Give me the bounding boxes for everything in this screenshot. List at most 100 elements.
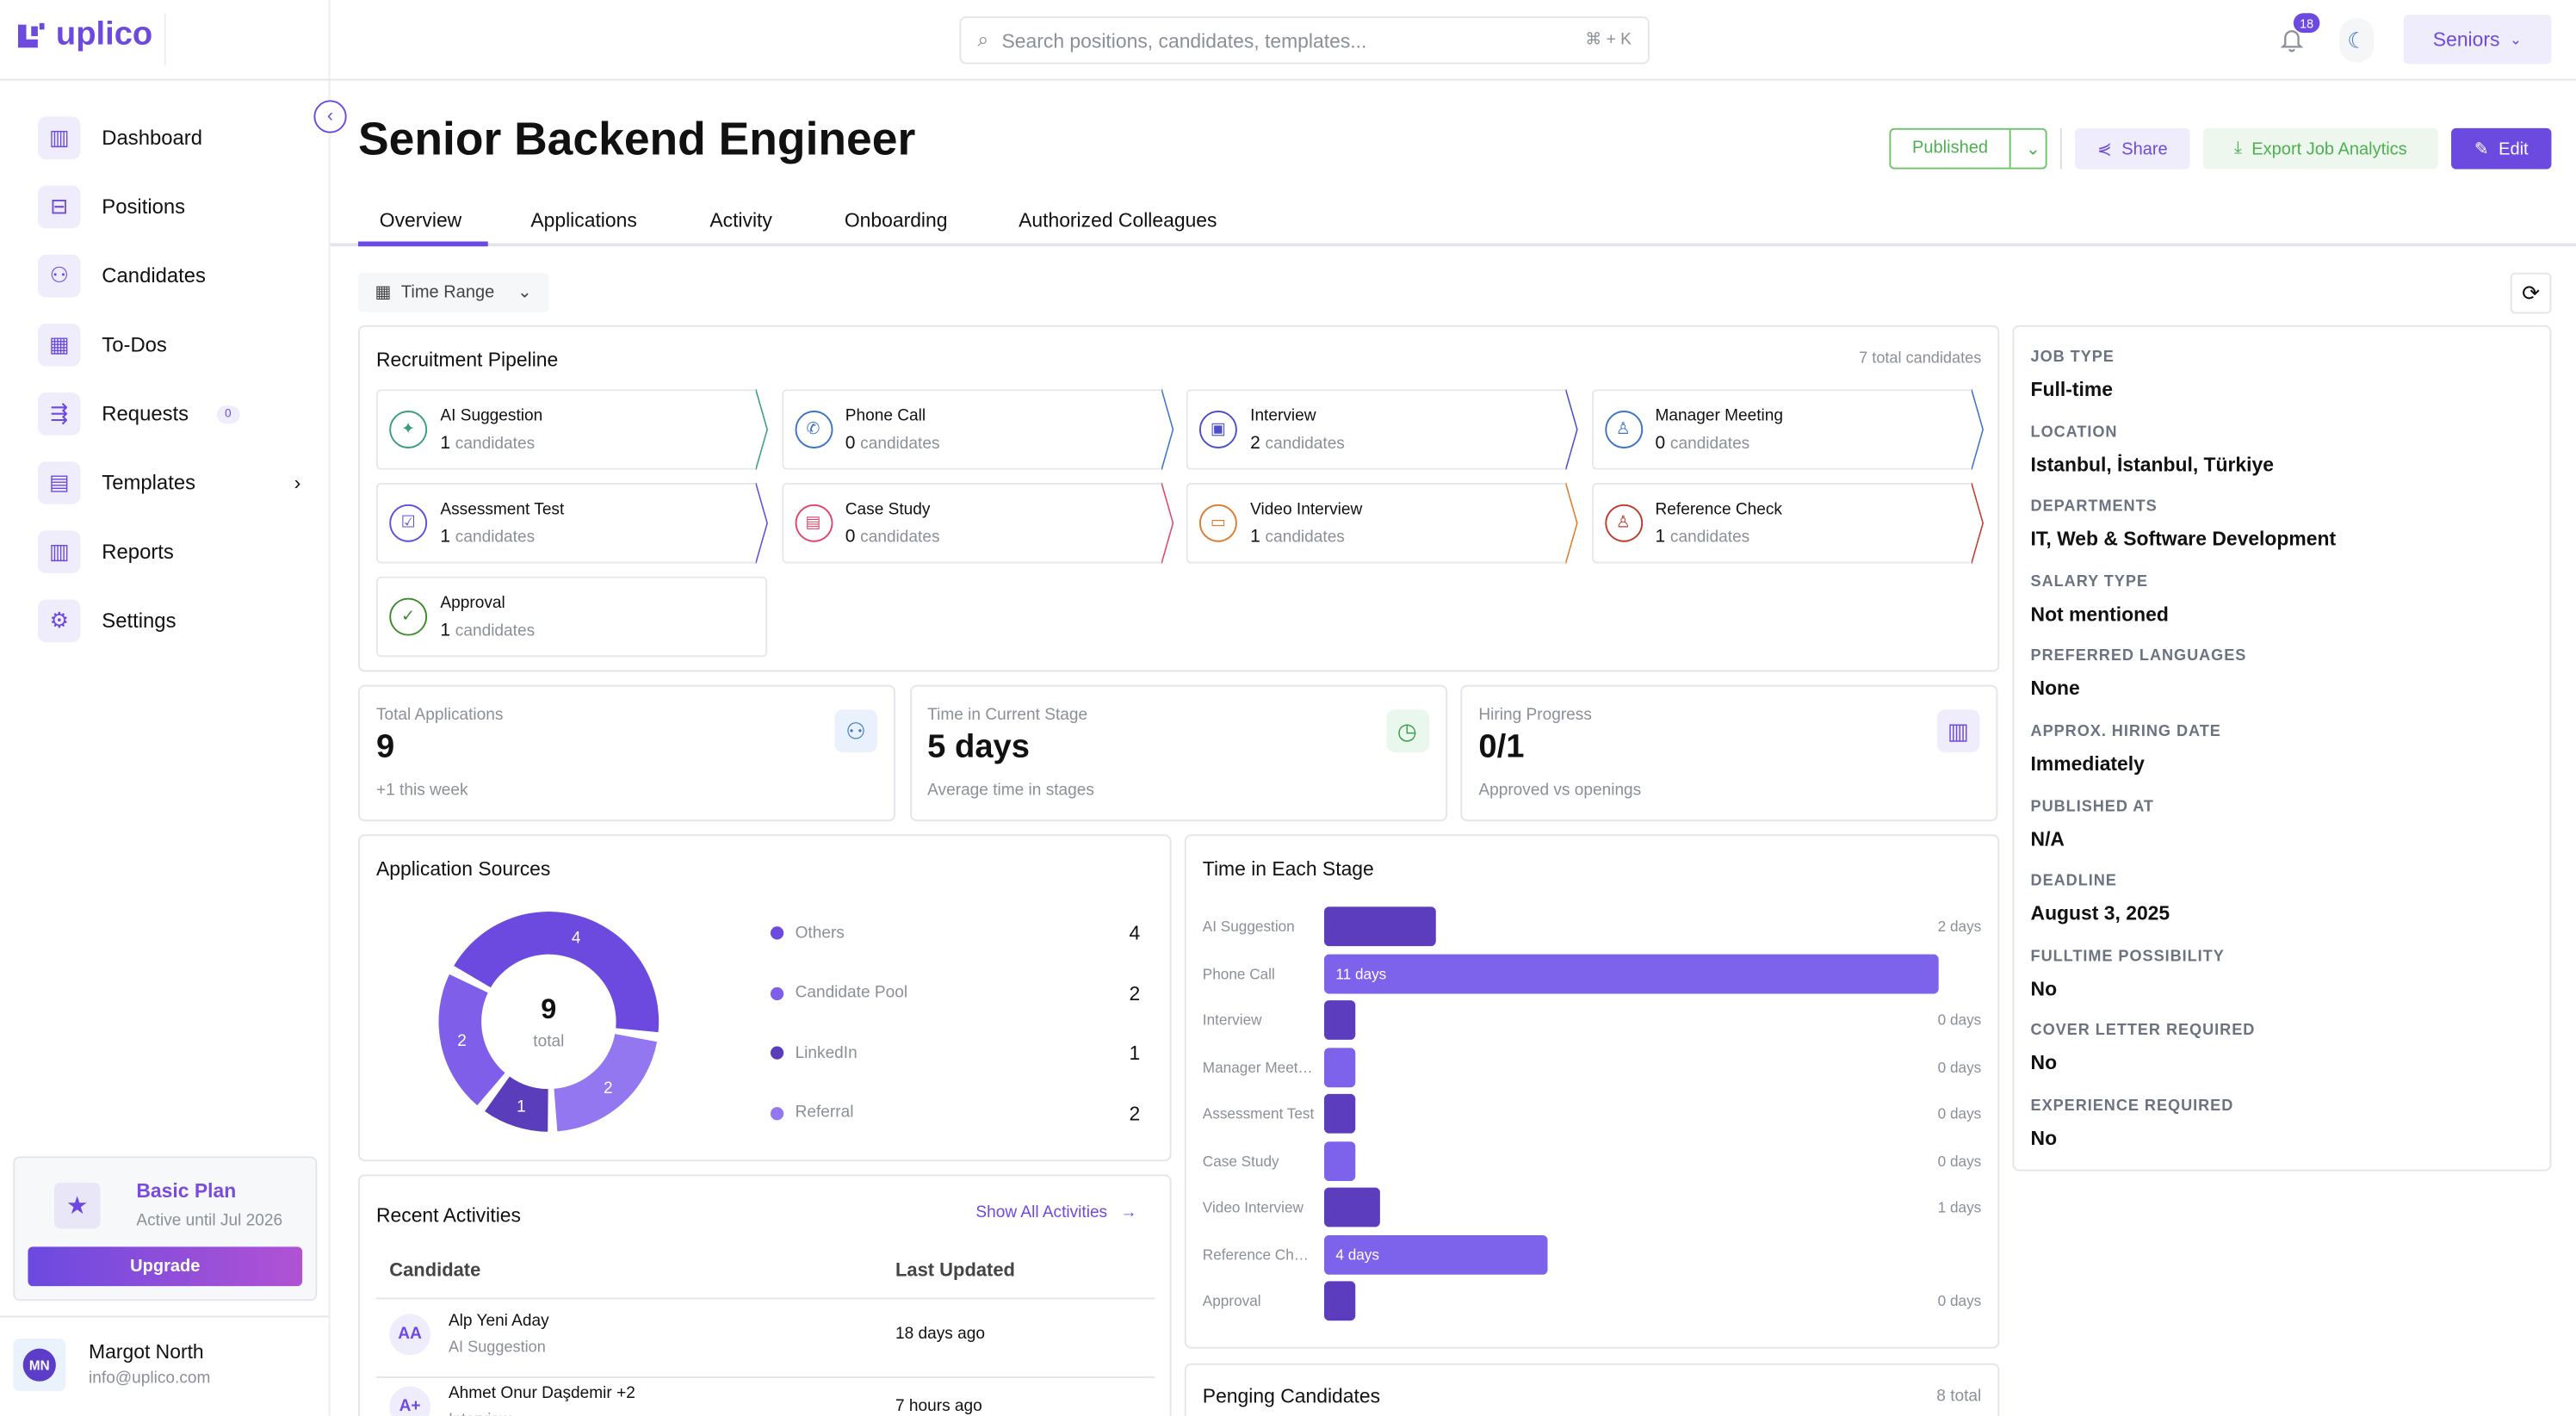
stat-value: 9	[375, 729, 395, 766]
stage-count: 1 candidates	[440, 528, 535, 547]
stage-count-value: 0	[845, 433, 856, 454]
bar[interactable]	[1324, 1000, 1356, 1040]
bar[interactable]: 4 days	[1324, 1234, 1548, 1274]
stat-card: Total Applications 9 +1 this week ⚇	[357, 684, 895, 822]
edit-button[interactable]: ✎ Edit	[2451, 127, 2552, 170]
tab-applications[interactable]: Applications	[530, 208, 637, 232]
time-in-stage-card: Time in Each Stage AI Suggestion 2 days Ph…	[1184, 834, 2000, 1349]
sidebar-item-to-dos[interactable]: ▦ To-Dos	[37, 323, 300, 367]
status-dropdown[interactable]: Published ⌄	[1889, 127, 2047, 170]
sidebar-item-label: Candidates	[102, 264, 207, 288]
chevron-down-icon: ⌄	[2509, 30, 2523, 47]
bar[interactable]: 11 days	[1324, 953, 1939, 993]
donut-slice-linkedin[interactable]	[485, 1076, 548, 1132]
detail-value: Immediately	[2030, 751, 2145, 776]
search-input[interactable]: ⌕ Search positions, candidates, template…	[959, 16, 1650, 65]
bar-value-label: 0 days	[1937, 1152, 1982, 1169]
bar[interactable]	[1324, 1093, 1356, 1134]
stage-card	[1186, 483, 1568, 564]
pipeline-stage[interactable]: ✓ Approval 1 candidates	[375, 576, 768, 658]
upgrade-button[interactable]: Upgrade	[28, 1246, 303, 1287]
detail-value: None	[2030, 677, 2080, 701]
pipeline-stage[interactable]: ✆ Phone Call 0 candidates	[781, 389, 1173, 470]
bar-category-label: Assessment Test	[1202, 1105, 1315, 1122]
gear-icon: ⚙	[37, 599, 81, 643]
stat-card: Hiring Progress 0/1 Approved vs openings ▥	[1460, 684, 1998, 822]
tab-onboarding[interactable]: Onboarding	[844, 208, 948, 232]
pipeline-stage[interactable]: ▣ Interview 2 candidates	[1186, 389, 1578, 470]
bar[interactable]	[1324, 1281, 1356, 1321]
divider	[375, 1297, 1155, 1300]
table-row[interactable]: A+ Ahmet Onur Daşdemir +2 Interview 7 hours…	[376, 1379, 1155, 1416]
time-range-dropdown[interactable]: ▦ Time Range ⌄	[357, 272, 549, 312]
stage-icon: ▭	[1198, 504, 1237, 542]
pipeline-stage[interactable]: ☑ Assessment Test 1 candidates	[375, 483, 768, 564]
workspace-selector[interactable]: Seniors ⌄	[2403, 15, 2552, 65]
pipeline-stage[interactable]: ▤ Case Study 0 candidates	[781, 483, 1173, 564]
sidebar-item-candidates[interactable]: ⚇ Candidates	[37, 254, 300, 298]
bar[interactable]	[1324, 1187, 1380, 1227]
bar-chart-icon: ▥	[37, 116, 81, 160]
chevron-down-icon[interactable]: ⌄	[2025, 139, 2040, 159]
bar[interactable]	[1324, 1047, 1356, 1087]
stage-arrow	[1161, 483, 1173, 564]
divider	[164, 13, 166, 66]
sidebar-item-dashboard[interactable]: ▥ Dashboard	[37, 116, 300, 160]
chevron-right-icon[interactable]: ›	[294, 471, 301, 495]
logo[interactable]: uplico	[16, 16, 152, 54]
bar-value-label: 11 days	[1335, 965, 1387, 982]
tab-activity[interactable]: Activity	[709, 208, 772, 232]
sidebar-item-positions[interactable]: ⊟ Positions	[37, 185, 300, 229]
moon-icon[interactable]: ☾	[2339, 17, 2375, 63]
pipeline-total: 7 total candidates	[1859, 349, 1982, 368]
sidebar-item-requests[interactable]: ⇶ Requests 0	[37, 393, 300, 436]
sidebar-item-settings[interactable]: ⚙ Settings	[37, 599, 300, 643]
tab-authorized-colleagues[interactable]: Authorized Colleagues	[1019, 208, 1217, 232]
legend-item: Referral 2	[770, 1101, 1140, 1124]
search-placeholder: Search positions, candidates, templates.…	[1001, 28, 1367, 53]
bell-icon[interactable]	[2280, 27, 2304, 53]
detail-label: JOB TYPE	[2030, 348, 2115, 367]
donut-slice-candidate-pool[interactable]	[438, 974, 505, 1106]
stage-count-value: 1	[440, 621, 451, 641]
stage-card	[1591, 483, 1972, 564]
time-range-label: Time Range	[400, 282, 495, 303]
bar[interactable]	[1324, 906, 1436, 947]
sidebar-item-reports[interactable]: ▥ Reports	[37, 530, 300, 573]
donut-total: 9	[541, 993, 557, 1025]
stage-card	[1591, 389, 1972, 470]
avatar[interactable]: MN	[13, 1339, 66, 1392]
refresh-button[interactable]: ⟳	[2510, 272, 2552, 314]
requests-count-badge: 0	[216, 405, 240, 424]
stat-label: Hiring Progress	[1478, 706, 1592, 725]
tab-overview[interactable]: Overview	[379, 208, 462, 232]
table-row[interactable]: AA Alp Yeni Aday AI Suggestion 18 days ago	[375, 1308, 1155, 1378]
bar-category-label: Case Study	[1202, 1152, 1279, 1169]
sidebar-item-label: Settings	[102, 609, 176, 633]
status-label: Published	[1891, 129, 2011, 168]
bar[interactable]	[1324, 1141, 1356, 1181]
pipeline-stage[interactable]: ▭ Video Interview 1 candidates	[1186, 483, 1578, 564]
last-updated: 7 hours ago	[895, 1396, 982, 1415]
donut-slice-referral[interactable]	[554, 1034, 658, 1132]
share-button[interactable]: ⋞ Share	[2075, 127, 2190, 170]
donut-chart: 4 2 1 2	[438, 912, 659, 1132]
stage-count-unit: candidates	[1265, 435, 1345, 454]
stage-icon: ♙	[1604, 504, 1643, 542]
stage-card	[1186, 389, 1568, 470]
stat-subtext: Approved vs openings	[1478, 782, 1642, 801]
donut-slice-others[interactable]	[454, 912, 659, 1033]
show-all-activities-link[interactable]: Show All Activities →	[975, 1204, 1136, 1222]
bar-category-label: Manager Meeting	[1202, 1058, 1315, 1075]
pipeline-stage[interactable]: ♙ Reference Check 1 candidates	[1591, 483, 1984, 564]
avatar-initials: MN	[22, 1348, 56, 1382]
legend-item: LinkedIn 1	[770, 1042, 1140, 1065]
pipeline-stage[interactable]: ♙ Manager Meeting 0 candidates	[1591, 389, 1984, 470]
sidebar-item-templates[interactable]: ▤ Templates ›	[37, 461, 301, 504]
download-icon: ⤓	[2233, 138, 2242, 158]
plan-name: Basic Plan	[136, 1179, 237, 1203]
export-analytics-button[interactable]: ⤓ Export Job Analytics	[2202, 127, 2438, 170]
collapse-sidebar-button[interactable]: ‹	[313, 100, 347, 133]
pipeline-stage[interactable]: ✦ AI Suggestion 1 candidates	[375, 389, 768, 470]
stage-name: Reference Check	[1655, 501, 1782, 519]
